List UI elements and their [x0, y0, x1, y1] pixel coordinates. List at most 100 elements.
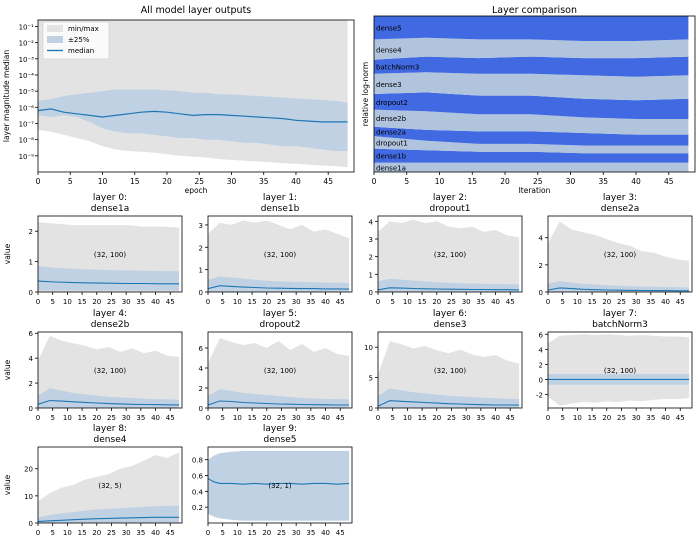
x-tick-label: 5 — [68, 177, 73, 186]
panel-minmax-band — [208, 220, 350, 292]
panel-title: layer 6: — [433, 309, 467, 319]
layer-label-dropout2: dropout2 — [376, 99, 408, 107]
x-tick-label: 35 — [646, 298, 655, 306]
y-tick-label: 6 — [199, 345, 204, 353]
y-tick-label: 2 — [29, 228, 33, 236]
x-tick-label: 25 — [617, 414, 626, 422]
main-x-label: epoch — [185, 186, 208, 195]
x-tick-label: 25 — [107, 414, 116, 422]
panel-quartile-band — [38, 388, 180, 408]
panel-frame — [377, 331, 523, 409]
x-tick-label: 15 — [78, 298, 87, 306]
layer-label-dense2b: dense2b — [376, 115, 407, 123]
y-tick-label: 1 — [199, 267, 203, 275]
x-tick-label: 10 — [98, 177, 108, 186]
x-tick-label: 40 — [291, 177, 301, 186]
x-tick-label: 20 — [162, 177, 172, 186]
panel-frame — [377, 215, 523, 293]
panel-title: dropout2 — [260, 320, 301, 330]
main-y-label: layer magnitude median — [2, 50, 11, 143]
x-tick-label: 20 — [92, 529, 101, 537]
y-tick-label: 0 — [369, 405, 373, 413]
x-tick-label: 15 — [467, 177, 477, 186]
x-tick-label: 5 — [220, 529, 224, 537]
y-tick-label: 0.8 — [192, 457, 203, 465]
x-tick-label: 10 — [403, 414, 412, 422]
panel-frame — [37, 446, 183, 524]
x-tick-label: 40 — [321, 529, 330, 537]
x-tick-label: 0 — [206, 414, 210, 422]
y-tick-label: 0 — [29, 405, 33, 413]
y-tick-label: 10⁻³ — [19, 56, 35, 64]
x-tick-label: 35 — [136, 414, 145, 422]
x-tick-label: 20 — [432, 414, 441, 422]
layer-band-dense1a — [374, 162, 689, 172]
panel-title: layer 1: — [263, 193, 297, 203]
panel-shape-annotation: (32, 100) — [264, 367, 296, 375]
x-tick-label: 25 — [277, 529, 286, 537]
panel-title: layer 9: — [263, 424, 297, 434]
x-tick-label: 35 — [136, 298, 145, 306]
y-tick-label: 4 — [29, 355, 34, 363]
x-tick-label: 30 — [227, 177, 237, 186]
layer-band-dense1b — [374, 148, 689, 163]
x-tick-label: 45 — [336, 298, 345, 306]
x-tick-label: 5 — [220, 298, 224, 306]
panel-median-line — [377, 400, 520, 407]
panel-title: dense4 — [94, 435, 127, 445]
x-tick-label: 5 — [390, 298, 394, 306]
panel-median-line — [37, 280, 180, 285]
x-tick-label: 5 — [50, 529, 54, 537]
y-tick-label: 2 — [199, 244, 203, 252]
panel-frame — [37, 215, 183, 293]
x-tick-label: 5 — [560, 414, 564, 422]
x-tick-label: 25 — [447, 298, 456, 306]
x-tick-label: 45 — [336, 529, 345, 537]
panel-minmax-band — [378, 341, 520, 408]
comparison-plot-frame — [373, 15, 696, 173]
x-tick-label: 10 — [63, 529, 72, 537]
x-tick-label: 30 — [566, 177, 576, 186]
panel-median-line — [547, 287, 690, 292]
y-tick-label: 4 — [199, 365, 204, 373]
x-tick-label: 5 — [390, 414, 394, 422]
y-tick-label: 10⁻⁵ — [19, 88, 35, 96]
x-tick-label: 40 — [491, 414, 500, 422]
layer-band-dense4 — [374, 37, 689, 60]
x-tick-label: 40 — [321, 414, 330, 422]
panel-quartile-band — [378, 388, 520, 408]
x-tick-label: 35 — [476, 298, 485, 306]
panel-minmax-band — [38, 335, 180, 408]
x-tick-label: 30 — [462, 298, 471, 306]
x-tick-label: 45 — [676, 414, 685, 422]
x-tick-label: 30 — [292, 414, 301, 422]
panel-minmax-band — [208, 338, 350, 408]
panel-title: dense2b — [91, 320, 130, 330]
panel-quartile-band — [208, 276, 350, 292]
x-tick-label: 30 — [122, 298, 131, 306]
x-tick-label: 20 — [602, 414, 611, 422]
x-tick-label: 0 — [546, 414, 550, 422]
y-tick-label: -2 — [536, 391, 543, 399]
panel-quartile-band — [208, 451, 350, 521]
x-tick-label: 20 — [92, 298, 101, 306]
x-tick-label: 5 — [404, 177, 409, 186]
x-tick-label: 45 — [166, 298, 175, 306]
panel-shape-annotation: (32, 5) — [98, 482, 122, 490]
layer-band-dense2b — [374, 109, 689, 135]
x-tick-label: 45 — [664, 177, 674, 186]
legend-label: min/max — [68, 25, 99, 33]
y-tick-label: 3 — [199, 222, 203, 230]
layer-label-dense3: dense3 — [376, 81, 402, 89]
x-tick-label: 35 — [136, 529, 145, 537]
panel-minmax-band — [548, 221, 690, 292]
comparison-y-label: relative log-norm — [361, 62, 370, 126]
x-tick-label: 45 — [166, 414, 175, 422]
panel-title: dropout1 — [430, 204, 471, 214]
y-tick-label: 1 — [369, 271, 373, 279]
legend-swatch-quartile — [47, 36, 63, 43]
layer-label-dropout1: dropout1 — [376, 139, 408, 147]
x-tick-label: 5 — [220, 414, 224, 422]
panel-title: batchNorm3 — [592, 320, 648, 330]
x-tick-label: 35 — [306, 414, 315, 422]
